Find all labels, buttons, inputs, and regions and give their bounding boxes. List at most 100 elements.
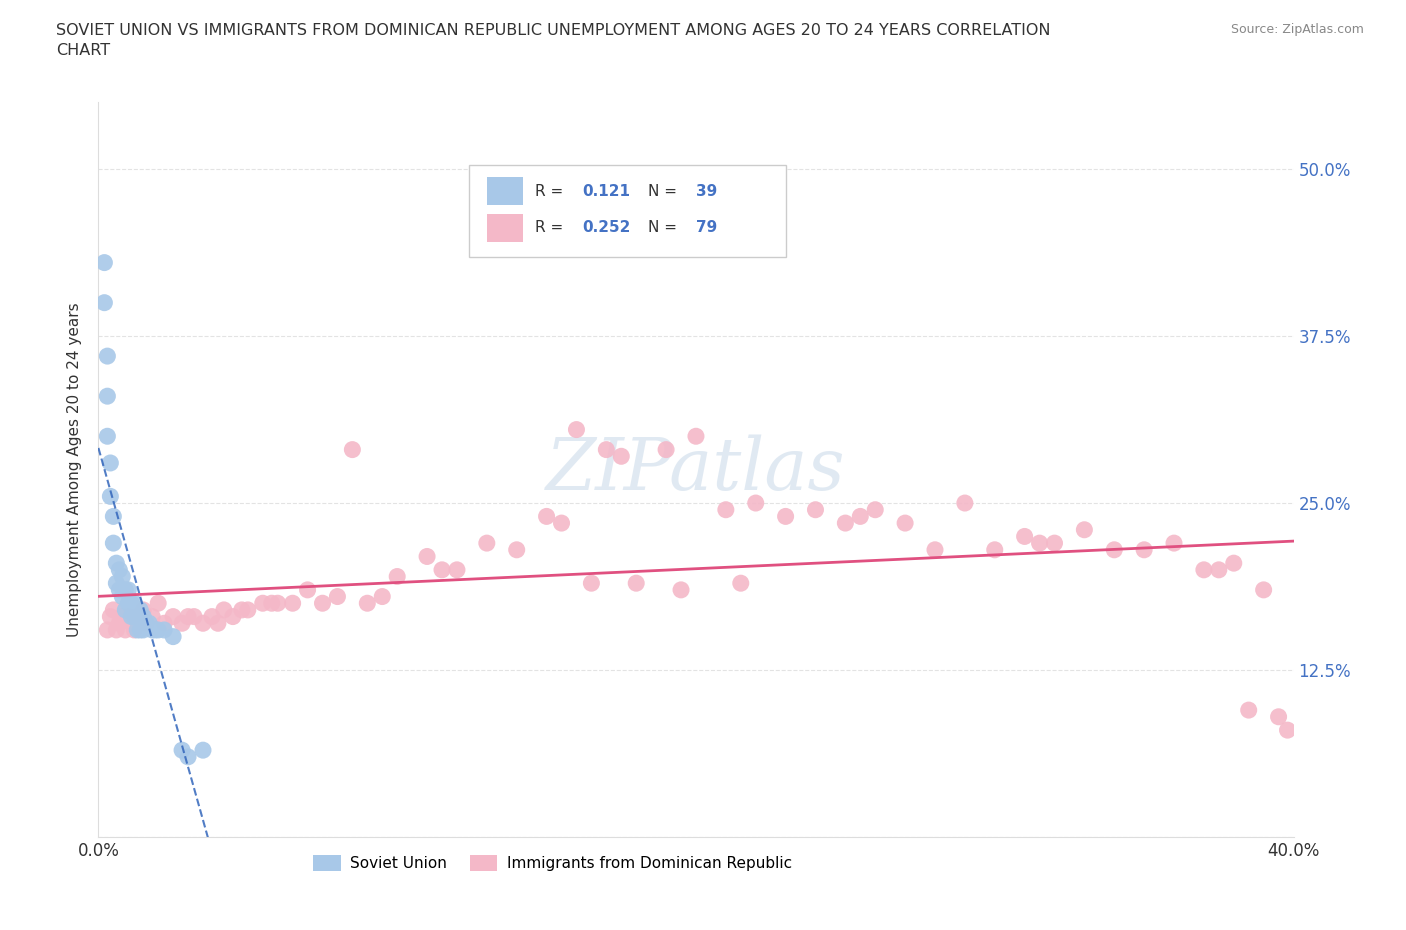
Text: R =: R = — [534, 184, 568, 199]
Point — [120, 596, 142, 611]
Point — [93, 295, 115, 310]
Point — [281, 596, 304, 611]
Text: 79: 79 — [696, 220, 717, 235]
Point — [1163, 536, 1185, 551]
Point — [1014, 529, 1036, 544]
Point — [114, 603, 136, 618]
Point — [865, 502, 887, 517]
Point — [236, 603, 259, 618]
Point — [103, 536, 125, 551]
Point — [775, 509, 797, 524]
Point — [1192, 563, 1215, 578]
Point — [626, 576, 648, 591]
Point — [834, 515, 856, 530]
Point — [1267, 710, 1289, 724]
Point — [894, 515, 917, 530]
Point — [132, 603, 155, 618]
Point — [326, 589, 349, 604]
Point — [132, 609, 155, 624]
Point — [1073, 523, 1095, 538]
Point — [610, 449, 633, 464]
Point — [212, 603, 235, 618]
Point — [103, 509, 125, 524]
Text: N =: N = — [648, 220, 682, 235]
Point — [143, 622, 166, 637]
Text: Source: ZipAtlas.com: Source: ZipAtlas.com — [1230, 23, 1364, 36]
Point — [1104, 542, 1126, 557]
Point — [162, 609, 184, 624]
Point — [506, 542, 529, 557]
Point — [416, 549, 439, 564]
Point — [191, 616, 214, 631]
Point — [595, 442, 617, 457]
Point — [207, 616, 229, 631]
Point — [385, 569, 409, 584]
Y-axis label: Unemployment Among Ages 20 to 24 years: Unemployment Among Ages 20 to 24 years — [67, 302, 83, 637]
Point — [252, 596, 274, 611]
Point — [114, 582, 136, 597]
Point — [655, 442, 678, 457]
Point — [114, 622, 136, 637]
Point — [124, 609, 146, 624]
Point — [148, 596, 170, 611]
Point — [98, 609, 122, 624]
Point — [111, 569, 134, 584]
Point — [849, 509, 872, 524]
Point — [124, 622, 146, 637]
Point — [129, 622, 152, 637]
Point — [138, 616, 160, 631]
Point — [1237, 703, 1260, 718]
Text: 0.252: 0.252 — [582, 220, 631, 235]
Point — [924, 542, 946, 557]
Point — [475, 536, 498, 551]
Legend: Soviet Union, Immigrants from Dominican Republic: Soviet Union, Immigrants from Dominican … — [308, 849, 797, 877]
Point — [356, 596, 378, 611]
FancyBboxPatch shape — [486, 178, 523, 206]
Point — [127, 609, 149, 624]
Point — [1277, 723, 1299, 737]
Text: 39: 39 — [696, 184, 717, 199]
Point — [153, 616, 176, 631]
Point — [127, 622, 149, 637]
Point — [222, 609, 245, 624]
Point — [93, 255, 115, 270]
Point — [105, 556, 128, 571]
Point — [581, 576, 603, 591]
Point — [162, 630, 184, 644]
Point — [127, 609, 149, 624]
Point — [1133, 542, 1156, 557]
Point — [96, 429, 118, 444]
Point — [804, 502, 827, 517]
Point — [1028, 536, 1050, 551]
Point — [430, 563, 453, 578]
Point — [984, 542, 1007, 557]
FancyBboxPatch shape — [470, 165, 786, 257]
Point — [177, 609, 200, 624]
Point — [1043, 536, 1066, 551]
Point — [177, 750, 200, 764]
Point — [105, 622, 128, 637]
Point — [108, 563, 131, 578]
Point — [183, 609, 205, 624]
Point — [730, 576, 752, 591]
Point — [714, 502, 737, 517]
Point — [96, 622, 118, 637]
Point — [105, 576, 128, 591]
Point — [96, 389, 118, 404]
Point — [117, 582, 139, 597]
Point — [132, 622, 155, 637]
Point — [297, 582, 319, 597]
Point — [1253, 582, 1275, 597]
Point — [111, 609, 134, 624]
Point — [98, 456, 122, 471]
Point — [117, 596, 139, 611]
Point — [124, 596, 146, 611]
Point — [96, 349, 118, 364]
FancyBboxPatch shape — [486, 214, 523, 242]
Point — [550, 515, 572, 530]
Point — [536, 509, 558, 524]
Point — [446, 563, 468, 578]
Point — [111, 589, 134, 604]
Point — [953, 496, 976, 511]
Point — [685, 429, 707, 444]
